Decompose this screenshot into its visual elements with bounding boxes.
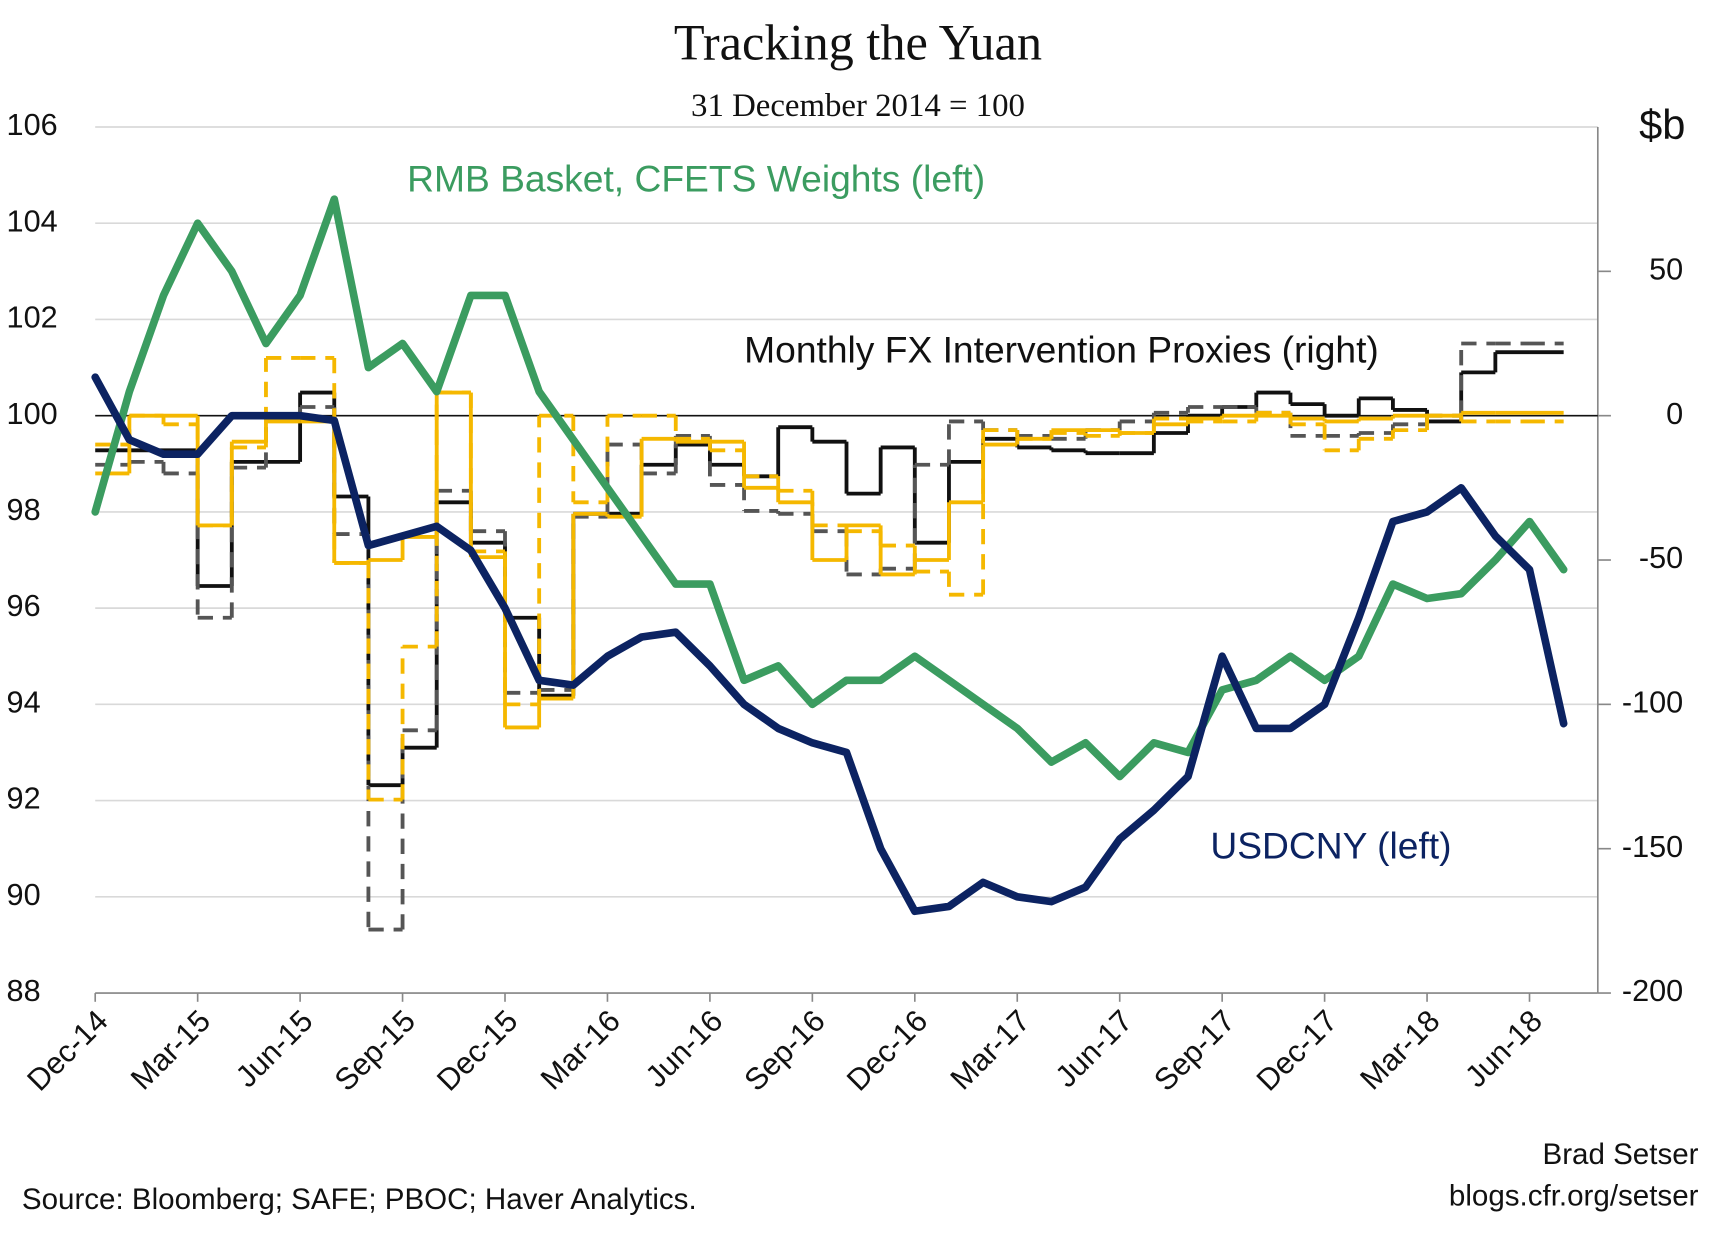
- y-tick-label: 104: [7, 204, 58, 238]
- y-tick-label: 100: [7, 397, 58, 431]
- y2-axis-label: $b: [1639, 101, 1685, 148]
- y2-tick-label: -50: [1639, 541, 1683, 575]
- credit: blogs.cfr.org/setser: [1449, 1180, 1699, 1213]
- y-tick-label: 98: [7, 493, 41, 527]
- chart-subtitle: 31 December 2014 = 100: [691, 88, 1025, 124]
- y-tick-label: 102: [7, 301, 58, 335]
- y2-tick-label: -150: [1622, 830, 1683, 864]
- x-tick-label: Dec-14: [21, 1004, 115, 1098]
- source-note: Source: Bloomberg; SAFE; PBOC; Haver Ana…: [22, 1183, 697, 1216]
- x-tick-label: Jun-17: [1049, 1004, 1139, 1094]
- chart-title: Tracking the Yuan: [674, 15, 1042, 71]
- y-tick-label: 88: [7, 974, 41, 1008]
- y2-tick-label: -100: [1622, 685, 1683, 719]
- step-riser: [127, 357, 1464, 800]
- y2-tick-label: 0: [1666, 397, 1683, 431]
- x-tick-label: Mar-18: [1354, 1004, 1447, 1097]
- y2-tick-label: 50: [1649, 252, 1683, 286]
- x-tick-label: Jun-16: [639, 1004, 729, 1094]
- x-tick-label: Sep-16: [738, 1004, 832, 1098]
- y2-tick-label: -200: [1622, 974, 1683, 1008]
- x-tick-label: Mar-17: [944, 1004, 1037, 1097]
- x-tick-label: Mar-15: [124, 1004, 217, 1097]
- series-label: USDCNY (left): [1210, 824, 1451, 866]
- x-tick-label: Dec-15: [431, 1004, 525, 1098]
- annotation: Monthly FX Intervention Proxies (right): [744, 328, 1379, 370]
- y-tick-label: 92: [7, 782, 41, 816]
- y-tick-label: 106: [7, 108, 58, 142]
- y-tick-label: 90: [7, 878, 41, 912]
- y-tick-label: 96: [7, 589, 41, 623]
- x-tick-label: Dec-16: [840, 1004, 934, 1098]
- y-tick-label: 94: [7, 685, 41, 719]
- x-tick-label: Sep-17: [1148, 1004, 1242, 1098]
- x-tick-label: Jun-18: [1459, 1004, 1549, 1094]
- x-tick-label: Mar-16: [534, 1004, 627, 1097]
- credit: Brad Setser: [1543, 1138, 1699, 1171]
- series-line: [91, 195, 1568, 781]
- series-line: [91, 373, 1568, 916]
- series-label: RMB Basket, CFETS Weights (left): [407, 158, 985, 200]
- x-tick-label: Jun-15: [229, 1004, 319, 1094]
- x-tick-label: Sep-15: [328, 1004, 422, 1098]
- step-series: [95, 356, 1564, 802]
- x-tick-label: Dec-17: [1250, 1004, 1344, 1098]
